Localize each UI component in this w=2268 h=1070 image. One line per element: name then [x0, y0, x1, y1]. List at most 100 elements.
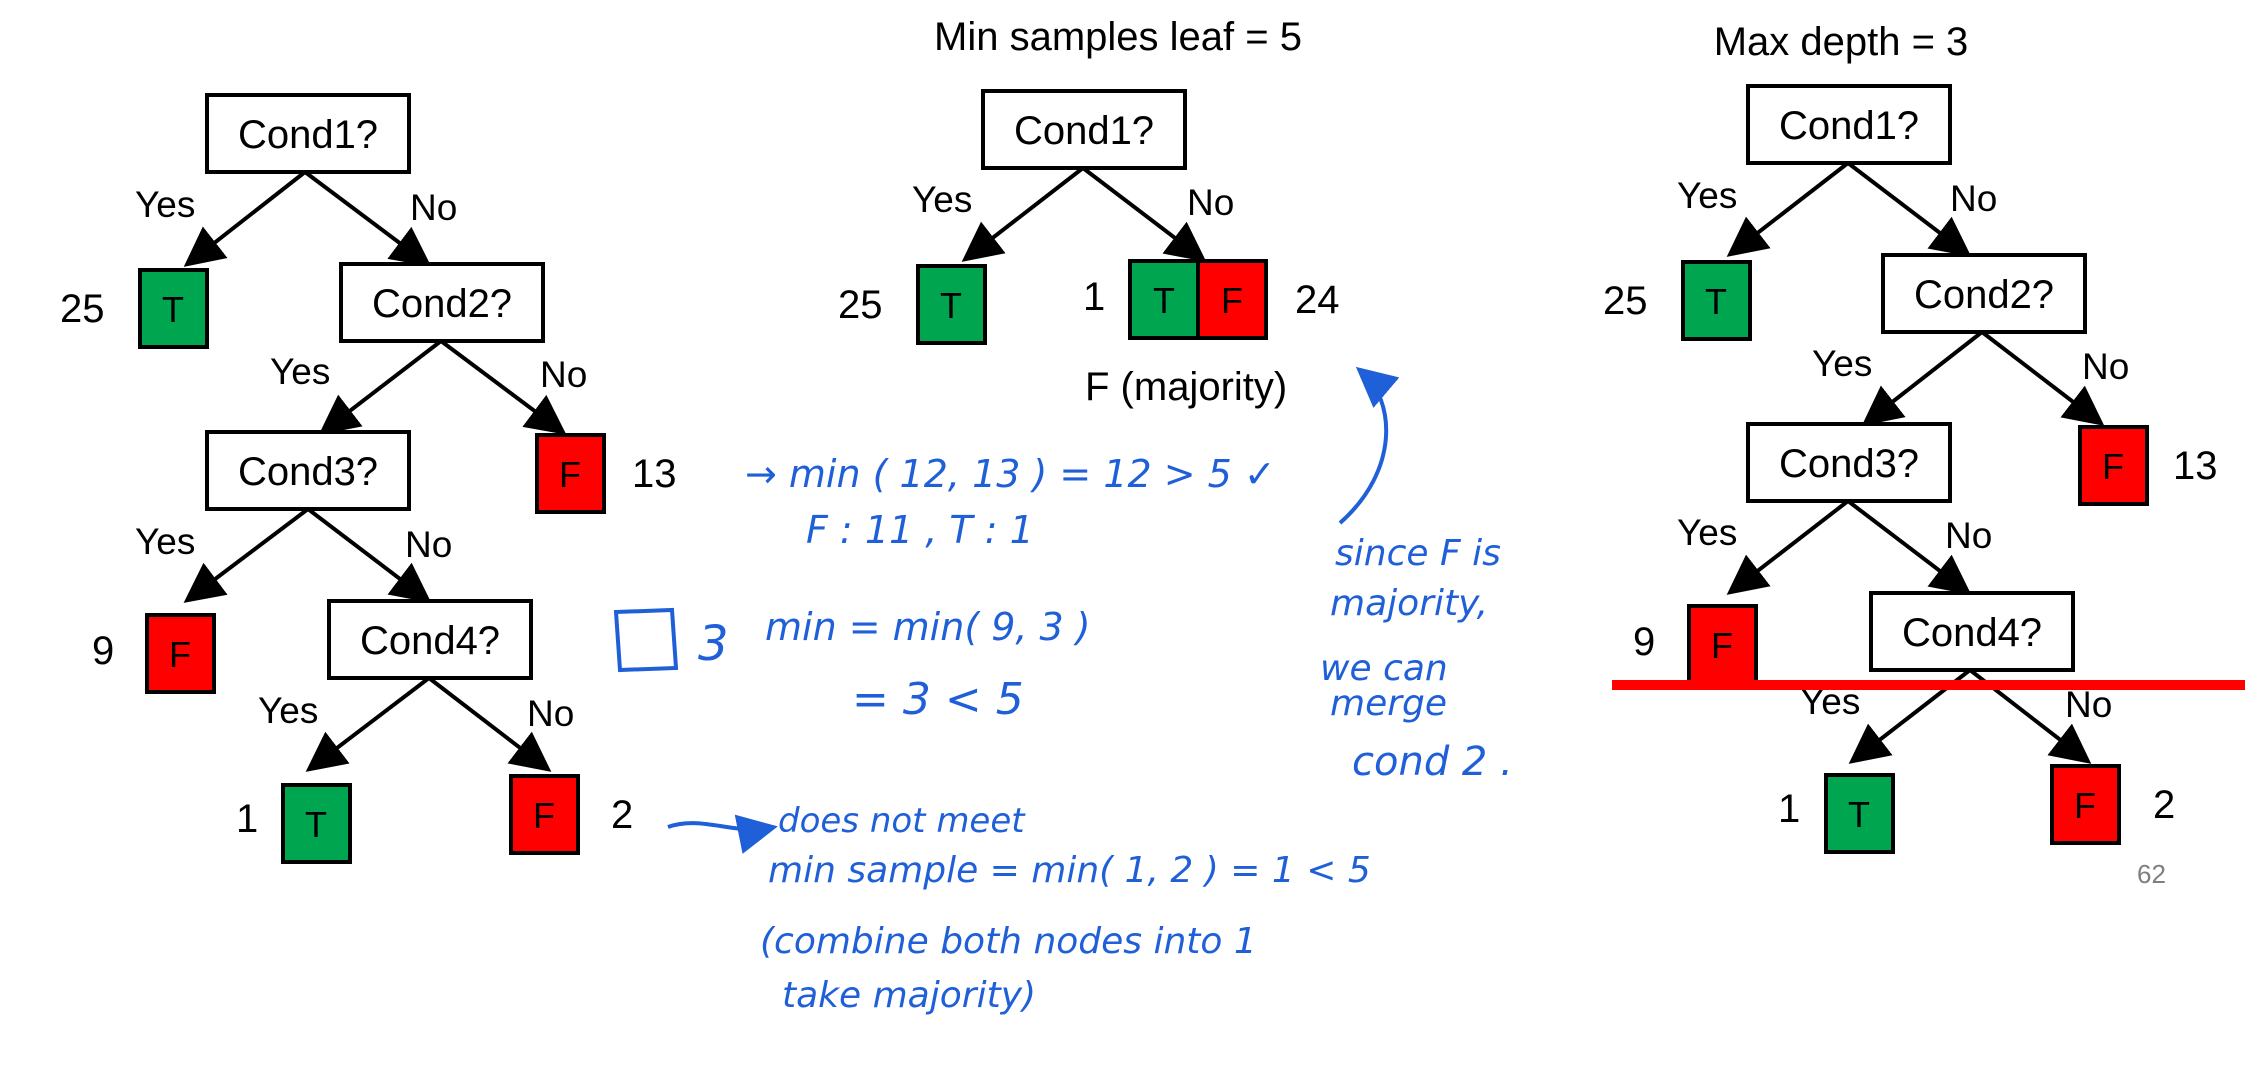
edge-label-no: No [1950, 178, 1997, 219]
leaf-count: 13 [632, 452, 677, 496]
condition-node-cond4: Cond4? [327, 599, 533, 680]
edge-label-yes: Yes [912, 179, 972, 220]
edge [318, 339, 443, 435]
leaf-true: T [1824, 773, 1895, 854]
edge-label-no: No [2082, 346, 2129, 387]
condition-label: Cond3? [1779, 442, 1919, 486]
edge-label-no: No [527, 693, 574, 734]
annotation-line: since F is [1335, 533, 1501, 574]
edge [1081, 166, 1207, 262]
leaf-count: 9 [92, 629, 114, 673]
annotation-line: does not meet [778, 801, 1026, 841]
middle-title: Min samples leaf = 5 [934, 15, 1302, 59]
edge [303, 170, 432, 267]
condition-label: Cond1? [238, 113, 378, 157]
leaf-count: 25 [60, 287, 105, 331]
condition-label: Cond1? [1014, 109, 1154, 153]
edge-label-yes: Yes [258, 690, 318, 731]
edge [961, 166, 1085, 262]
condition-node-cond1: Cond1? [1746, 84, 1952, 165]
leaf-label: T [940, 285, 962, 326]
edge-label-no: No [405, 524, 452, 565]
leaf-true: T [1681, 260, 1752, 341]
merged-leaf: T F [1128, 259, 1268, 340]
leaf-count: 1 [1083, 275, 1105, 319]
condition-label: Cond4? [1902, 611, 2042, 655]
annotation-line: take majority) [782, 975, 1036, 1016]
leaf-count: 9 [1633, 620, 1655, 664]
annotation-line: min sample = min( 1, 2 ) = 1 < 5 [768, 850, 1371, 891]
annotation-line: = 3 < 5 [852, 674, 1024, 725]
middle-tree: Min samples leaf = 5 Yes No Cond1? T 25 … [838, 15, 1340, 409]
leaf-true: T [916, 264, 987, 345]
condition-node-cond2: Cond2? [1881, 253, 2087, 334]
edge-label-yes: Yes [135, 184, 195, 225]
edge-label-yes: Yes [1677, 512, 1737, 553]
edge [183, 170, 307, 267]
right-tree: Max depth = 3 Yes No Yes No Yes No Yes N… [1603, 20, 2245, 854]
left-tree-edges [183, 170, 567, 772]
annotation-line: 3 [698, 616, 729, 672]
edge [305, 676, 431, 772]
edge-label-yes: Yes [270, 351, 330, 392]
leaf-count: 2 [611, 793, 633, 837]
leaf-label: F [559, 454, 581, 495]
leaf-false: F [2078, 425, 2149, 506]
edge [1980, 330, 2105, 426]
edge-label-no: No [410, 187, 457, 228]
sketch-box-icon [613, 607, 679, 673]
condition-label: Cond3? [238, 450, 378, 494]
leaf-count: 1 [236, 797, 258, 841]
condition-node-cond4: Cond4? [1869, 591, 2075, 672]
leaf-count: 25 [838, 283, 883, 327]
edge-label-yes: Yes [1677, 175, 1737, 216]
leaf-label: T [1705, 281, 1727, 322]
leaf-false: F [2050, 764, 2121, 845]
annotation-line: → min ( 12, 13 ) = 12 > 5 ✓ [745, 452, 1276, 496]
condition-node-cond1: Cond1? [981, 89, 1187, 170]
edge-label-yes: Yes [1812, 343, 1872, 384]
annotation-line: (combine both nodes into 1 [760, 921, 1257, 962]
edge-label-no: No [1945, 515, 1992, 556]
edge [427, 676, 552, 772]
edge [1846, 499, 1972, 595]
right-tree-edges [1726, 161, 2105, 764]
condition-node-cond2: Cond2? [339, 262, 545, 343]
leaf-false: F [1687, 604, 1758, 685]
leaf-count: 25 [1603, 279, 1648, 323]
leaf-label: F [169, 634, 191, 675]
right-title: Max depth = 3 [1714, 20, 1969, 64]
handwritten-annotations: → min ( 12, 13 ) = 12 > 5 ✓ F : 11 , T :… [613, 366, 1513, 1016]
middle-tree-edges [961, 166, 1207, 262]
condition-label: Cond2? [372, 282, 512, 326]
edge [439, 339, 567, 435]
leaf-count: 2 [2153, 783, 2175, 827]
leaf-label: F [1221, 280, 1243, 321]
annotation-line: min = min( 9, 3 ) [765, 605, 1091, 649]
edge [306, 507, 432, 603]
leaf-false: F [145, 613, 216, 694]
edge-label-no: No [2065, 684, 2112, 725]
annotation-line: F : 11 , T : 1 [806, 508, 1034, 552]
annotation-line: we can [1320, 648, 1448, 689]
edge [1726, 499, 1850, 595]
leaf-label: T [1153, 280, 1175, 321]
leaf-count: 1 [1778, 787, 1800, 831]
condition-label: Cond2? [1914, 273, 2054, 317]
leaf-label: T [1848, 794, 1870, 835]
edge-label-yes: Yes [135, 521, 195, 562]
leaf-count: 13 [2173, 444, 2218, 488]
leaf-label: F [533, 795, 555, 836]
leaf-false: F [535, 433, 606, 514]
left-tree: Yes No Yes No Yes No Yes No Cond1? Cond2… [60, 93, 677, 864]
leaf-label: F [2102, 446, 2124, 487]
leaf-label: F [2074, 785, 2096, 826]
leaf-label: T [162, 289, 184, 330]
condition-label: Cond4? [360, 619, 500, 663]
edge [183, 507, 310, 603]
edge [1846, 161, 1972, 257]
condition-label: Cond1? [1779, 104, 1919, 148]
slide-number: 62 [2137, 859, 2166, 889]
